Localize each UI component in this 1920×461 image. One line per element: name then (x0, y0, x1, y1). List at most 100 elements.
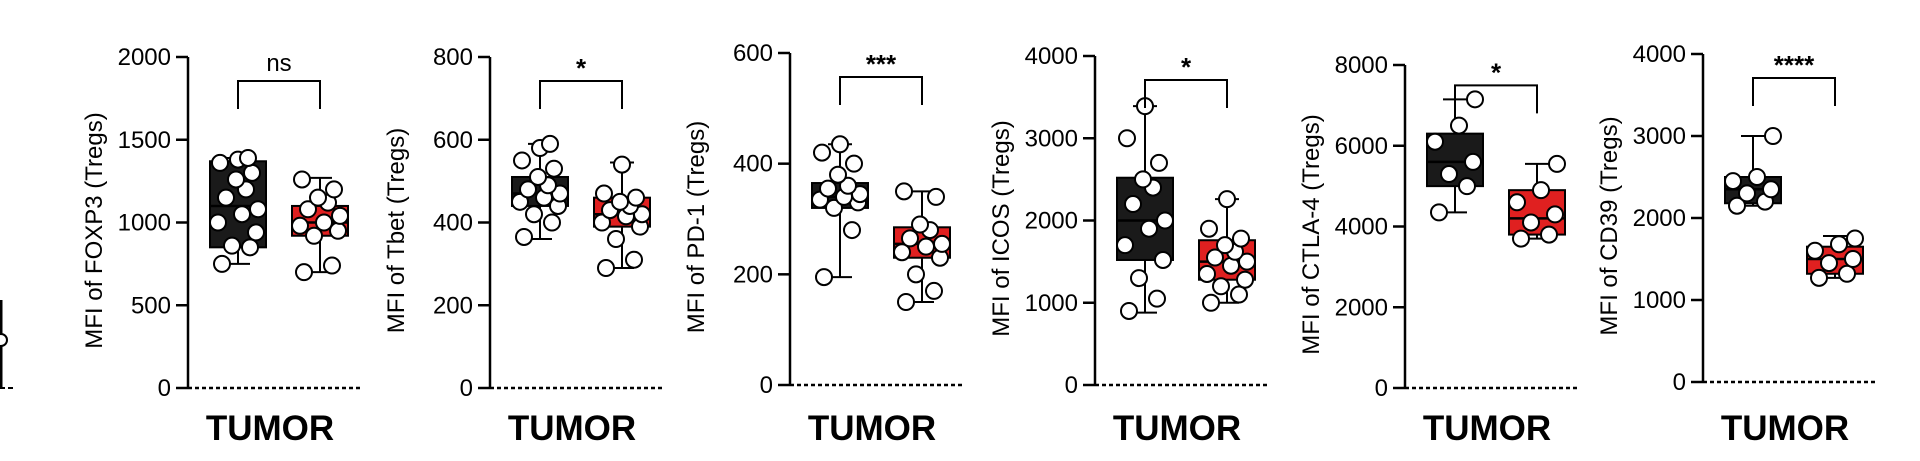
data-point (845, 154, 863, 173)
y-tick-label: 600 (433, 127, 473, 154)
data-point (933, 234, 951, 253)
box-group-2 (593, 155, 651, 278)
data-point (831, 135, 849, 154)
data-point (1440, 165, 1458, 184)
data-point (917, 237, 935, 256)
data-point (815, 268, 833, 287)
data-point (247, 223, 265, 242)
x-axis-label: TUMOR (508, 409, 636, 448)
y-tick-label: 1000 (118, 210, 171, 237)
data-point (593, 213, 611, 232)
y-tick-label: 8000 (1335, 52, 1388, 79)
data-point (293, 170, 311, 189)
data-point (1230, 285, 1248, 304)
data-point (551, 184, 569, 203)
data-point (545, 159, 563, 178)
y-axis-label: MFI of CTLA-4 (Tregs) (1298, 114, 1325, 354)
data-point (901, 229, 919, 248)
data-point (309, 188, 327, 207)
data-point (515, 227, 533, 246)
data-point (1724, 172, 1742, 191)
data-point (1156, 211, 1174, 230)
data-point (1118, 129, 1136, 148)
x-axis-label: TUMOR (1423, 409, 1551, 448)
x-axis-label: TUMOR (1721, 409, 1849, 448)
data-point (217, 188, 235, 207)
data-point (543, 213, 561, 232)
box-group-2 (1198, 190, 1256, 312)
data-point (1548, 154, 1566, 173)
x-axis-label: TUMOR (1113, 409, 1241, 448)
significance-bracket (237, 80, 321, 109)
y-tick-label: 0 (1375, 375, 1388, 402)
box-group-2 (291, 170, 349, 282)
y-axis-label: MFI of FOXP3 (Tregs) (81, 112, 108, 348)
y-tick-label: 600 (733, 40, 773, 67)
data-point (1540, 225, 1558, 244)
data-point (1430, 203, 1448, 222)
significance-label: * (576, 53, 587, 83)
panel-6: 0 1000 2000 3000 4000 MFI of CD39 (Tregs) TUMO… (1596, 41, 1875, 448)
data-point (911, 215, 929, 234)
data-point (1116, 236, 1134, 255)
y-tick-label: 4000 (1335, 214, 1388, 241)
data-point (519, 180, 537, 199)
data-point (613, 155, 631, 174)
data-point (1124, 195, 1142, 214)
data-point (595, 184, 613, 203)
data-point (1130, 269, 1148, 288)
significance-bracket (1144, 79, 1228, 108)
data-point (1218, 190, 1236, 209)
data-point (1830, 235, 1848, 254)
data-point (223, 236, 241, 255)
data-point (299, 200, 317, 219)
significance-label: * (1491, 57, 1502, 87)
y-tick-label: 0 (460, 375, 473, 402)
data-point (249, 200, 267, 219)
data-point (1844, 250, 1862, 268)
data-point (305, 226, 323, 245)
significance-label: * (1181, 52, 1192, 82)
data-point (529, 167, 547, 186)
data-point (1820, 254, 1838, 273)
y-tick-label: 6000 (1335, 133, 1388, 160)
box-group-1 (1426, 90, 1484, 222)
data-point (211, 153, 229, 172)
data-point (907, 265, 925, 284)
data-point (1466, 90, 1484, 109)
y-axis-label: MFI of Tbet (Tregs) (383, 128, 410, 333)
data-point (213, 254, 231, 273)
data-point (829, 165, 847, 184)
panel-5: 0 2000 4000 6000 8000 MFI of CTLA-4 (Tregs) TU… (1298, 52, 1577, 448)
y-tick-label: 2000 (1633, 205, 1686, 232)
significance-bracket (1752, 77, 1836, 106)
data-point (315, 213, 333, 232)
data-point (1148, 289, 1166, 308)
data-point (1738, 184, 1756, 203)
data-point (1134, 170, 1152, 189)
y-tick-label: 4000 (1633, 41, 1686, 68)
data-point (1120, 301, 1138, 320)
y-tick-label: 1500 (118, 127, 171, 154)
y-tick-label: 400 (733, 151, 773, 178)
data-point (227, 170, 245, 189)
data-point (1838, 264, 1856, 283)
data-point (597, 259, 615, 278)
panel-2: 0 200 400 600 800 MFI of Tbet (Tregs) TUMOR * (383, 44, 662, 448)
data-point (625, 250, 643, 269)
y-tick-label: 200 (433, 292, 473, 319)
data-point (1200, 219, 1218, 238)
y-tick-label: 200 (733, 261, 773, 288)
x-axis-label: TUMOR (206, 409, 334, 448)
data-point (1508, 193, 1526, 212)
data-point (513, 151, 531, 170)
y-tick-label: 4000 (1025, 43, 1078, 70)
data-point (239, 148, 257, 167)
data-point (511, 192, 529, 211)
y-tick-label: 2000 (1025, 208, 1078, 235)
data-point (927, 187, 945, 206)
data-point (331, 206, 349, 225)
data-point (541, 134, 559, 153)
data-point (925, 281, 943, 300)
data-point (243, 163, 261, 182)
